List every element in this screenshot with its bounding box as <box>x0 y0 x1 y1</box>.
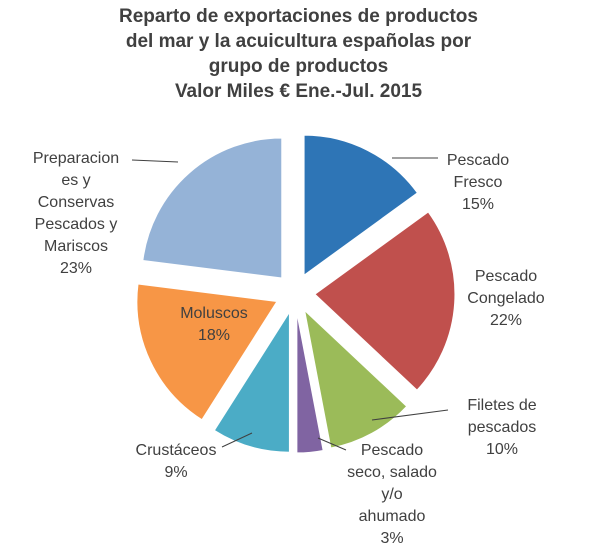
slice-value-label: 10% <box>486 441 518 458</box>
slice-category-label: Crustáceos <box>136 442 217 459</box>
slice-category-label: ahumado <box>359 508 426 525</box>
slice-value-label: 22% <box>490 312 522 329</box>
slice-category-label: es y <box>61 172 90 189</box>
chart-title: Reparto de exportaciones de productos de… <box>0 4 597 104</box>
pie-slice <box>314 211 456 391</box>
pie-slice <box>303 134 419 277</box>
slice-category-label: Mariscos <box>44 238 108 255</box>
slice-category-label: Congelado <box>467 290 545 307</box>
leader-line <box>221 432 253 448</box>
leader-line <box>131 159 179 163</box>
pie-slice <box>296 312 324 454</box>
slice-category-label: Pescado <box>361 442 423 459</box>
slice-category-label: Pescado <box>475 268 537 285</box>
leader-line <box>371 409 449 421</box>
chart-title-line: grupo de productos <box>208 56 389 77</box>
slice-category-label: Preparacion <box>33 150 119 167</box>
slice-category-label: pescados <box>468 419 537 436</box>
leader-line <box>317 437 347 451</box>
slice-category-label: y/o <box>381 486 402 503</box>
pie-slice <box>303 309 408 449</box>
chart-title-line: Valor Miles € Ene.-Jul. 2015 <box>174 81 423 102</box>
pie-slice <box>142 137 283 279</box>
slice-value-label: 23% <box>60 260 92 277</box>
slice-category-label: Filetes de <box>467 397 536 414</box>
slice-value-label: 3% <box>380 530 403 547</box>
slice-value-label: 18% <box>198 327 230 344</box>
slice-category-label: Conservas <box>38 194 114 211</box>
chart-title-line: del mar y la acuicultura españolas por <box>125 31 472 52</box>
chart-title-line: Reparto de exportaciones de productos <box>119 6 478 27</box>
pie-slice <box>213 310 290 453</box>
slice-category-label: Fresco <box>454 174 503 191</box>
slice-category-label: Pescados y <box>35 216 118 233</box>
slice-category-label: Moluscos <box>180 305 248 322</box>
pie-slice <box>136 283 278 421</box>
slice-category-label: Pescado <box>447 152 509 169</box>
slice-value-label: 15% <box>462 196 494 213</box>
slice-value-label: 9% <box>164 464 187 481</box>
slice-category-label: seco, salado <box>347 464 437 481</box>
